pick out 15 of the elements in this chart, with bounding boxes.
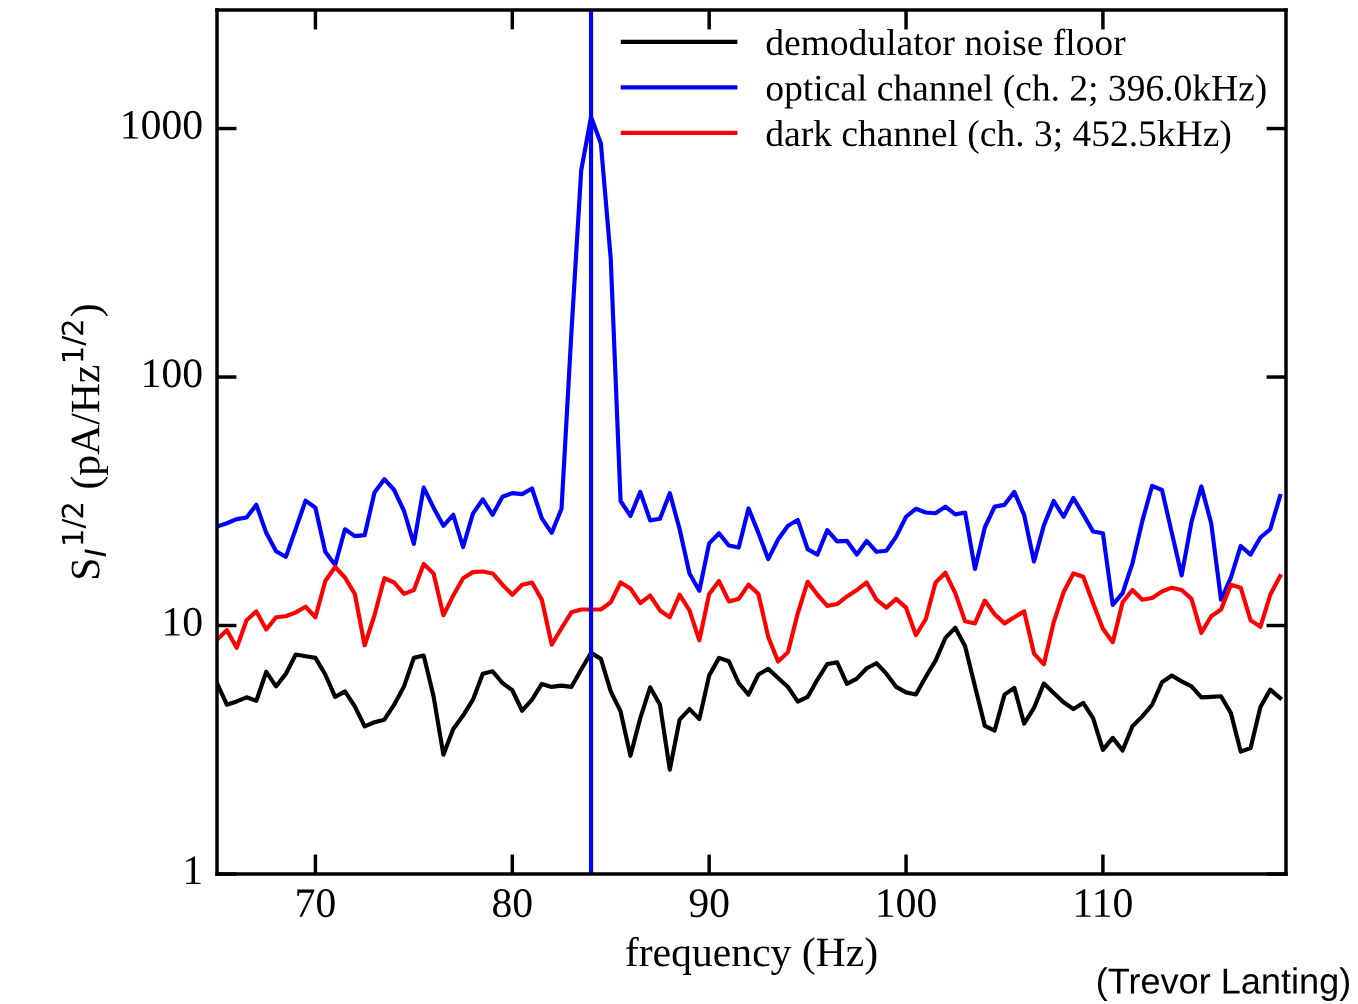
x-tick-label: 110 xyxy=(1076,889,1132,918)
y-tick-label: 100 xyxy=(144,359,202,388)
legend-label: demodulator noise floor xyxy=(766,28,1126,56)
x-tick-label: 80 xyxy=(493,889,532,918)
legend-label: dark channel (ch. 3; 452.5kHz) xyxy=(766,119,1231,154)
y-tick-label: 10 xyxy=(165,607,202,636)
text: (Trevor Lanting) xyxy=(1097,967,1349,1001)
y-tick-label: 1 xyxy=(185,856,201,885)
x-axis-title: frequency (Hz) xyxy=(626,936,877,976)
x-tick-label: 70 xyxy=(297,889,335,918)
x-tick-label: 100 xyxy=(878,889,936,918)
x-tick-label: 90 xyxy=(689,889,729,918)
legend-label: optical channel (ch. 2; 396.0kHz) xyxy=(766,74,1266,109)
y-axis-title: S$_{I}$$^{1/2}$ (pA/Hz$^{1/2}$) xyxy=(61,305,109,578)
y-tick-label: 1000 xyxy=(123,110,202,139)
